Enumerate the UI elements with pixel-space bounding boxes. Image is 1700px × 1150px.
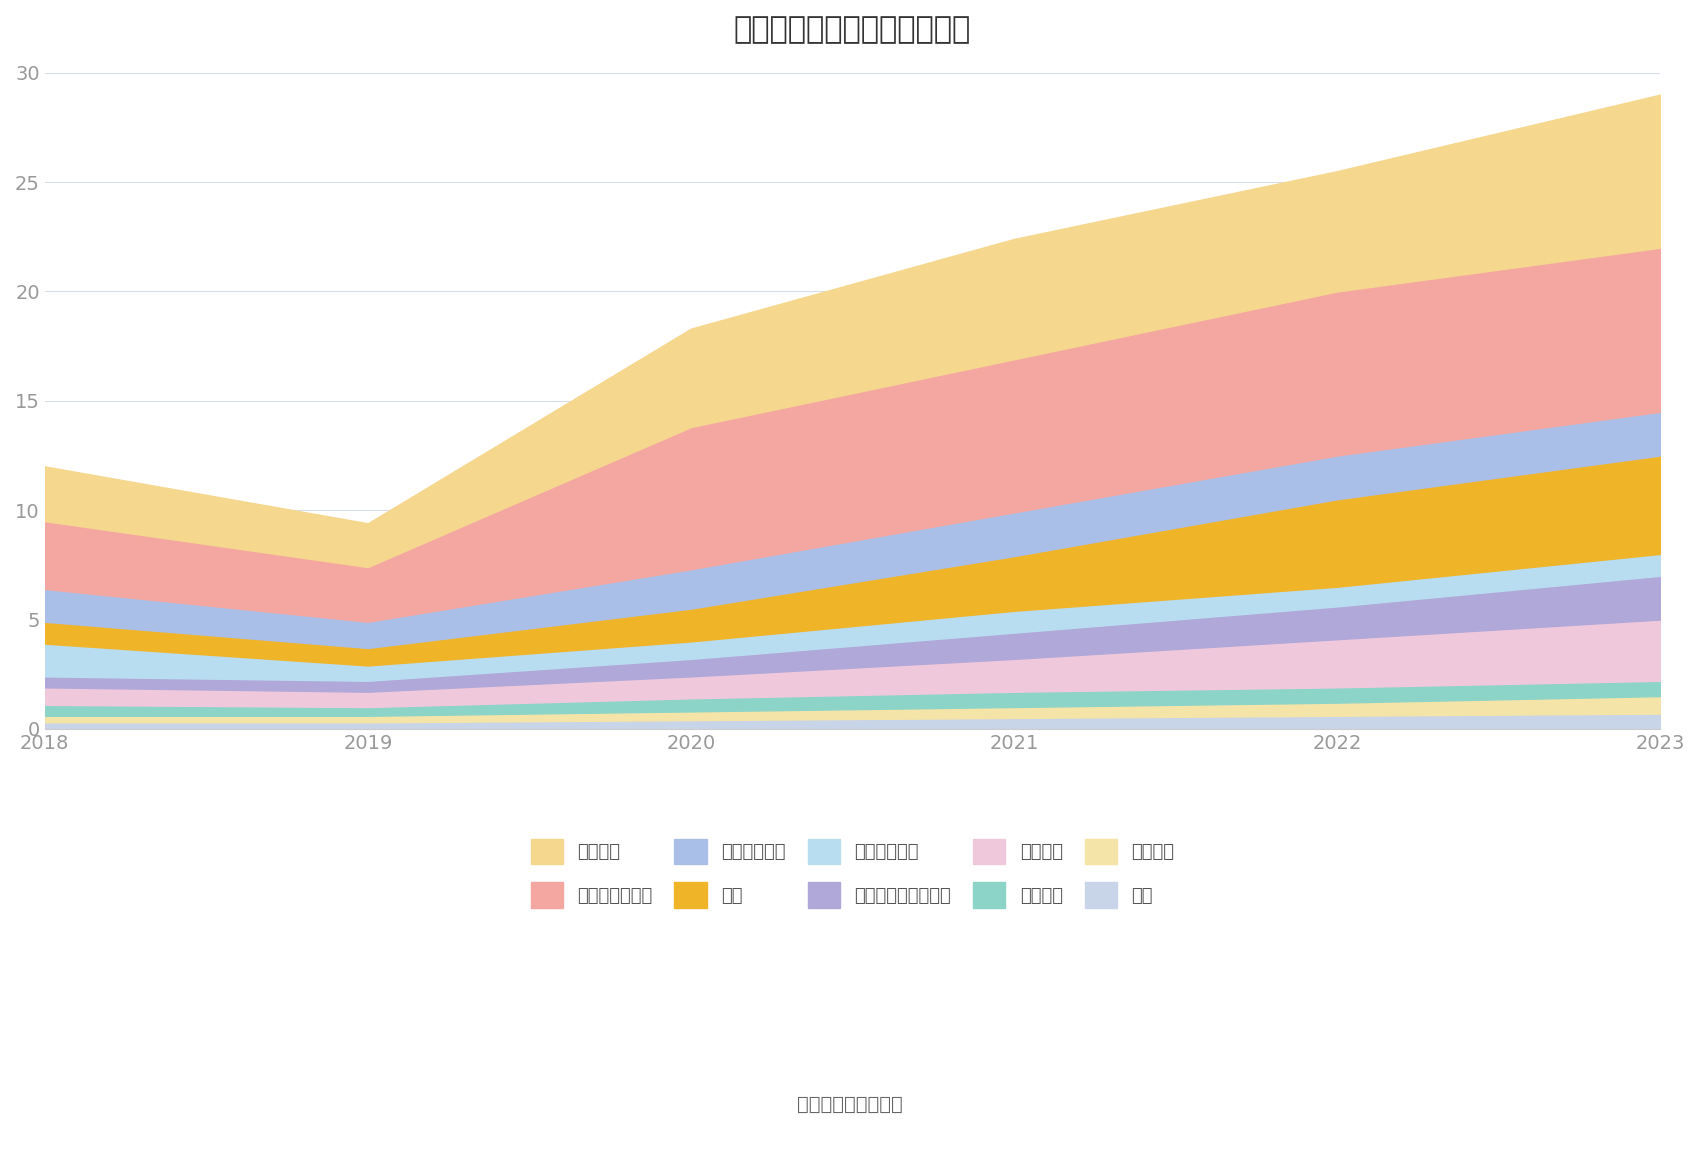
Title: 历年主要资产堆积图（亿元）: 历年主要资产堆积图（亿元）: [734, 15, 971, 44]
Legend: 货币资金, 交易性金融资产, 应收款项融资, 存货, 其他流动资产, 其他非流动金融资产, 固定资产, 在建工程, 无形资产, 其它: 货币资金, 交易性金融资产, 应收款项融资, 存货, 其他流动资产, 其他非流动…: [522, 829, 1183, 917]
Text: 数据来源：恒生聚源: 数据来源：恒生聚源: [797, 1095, 903, 1113]
